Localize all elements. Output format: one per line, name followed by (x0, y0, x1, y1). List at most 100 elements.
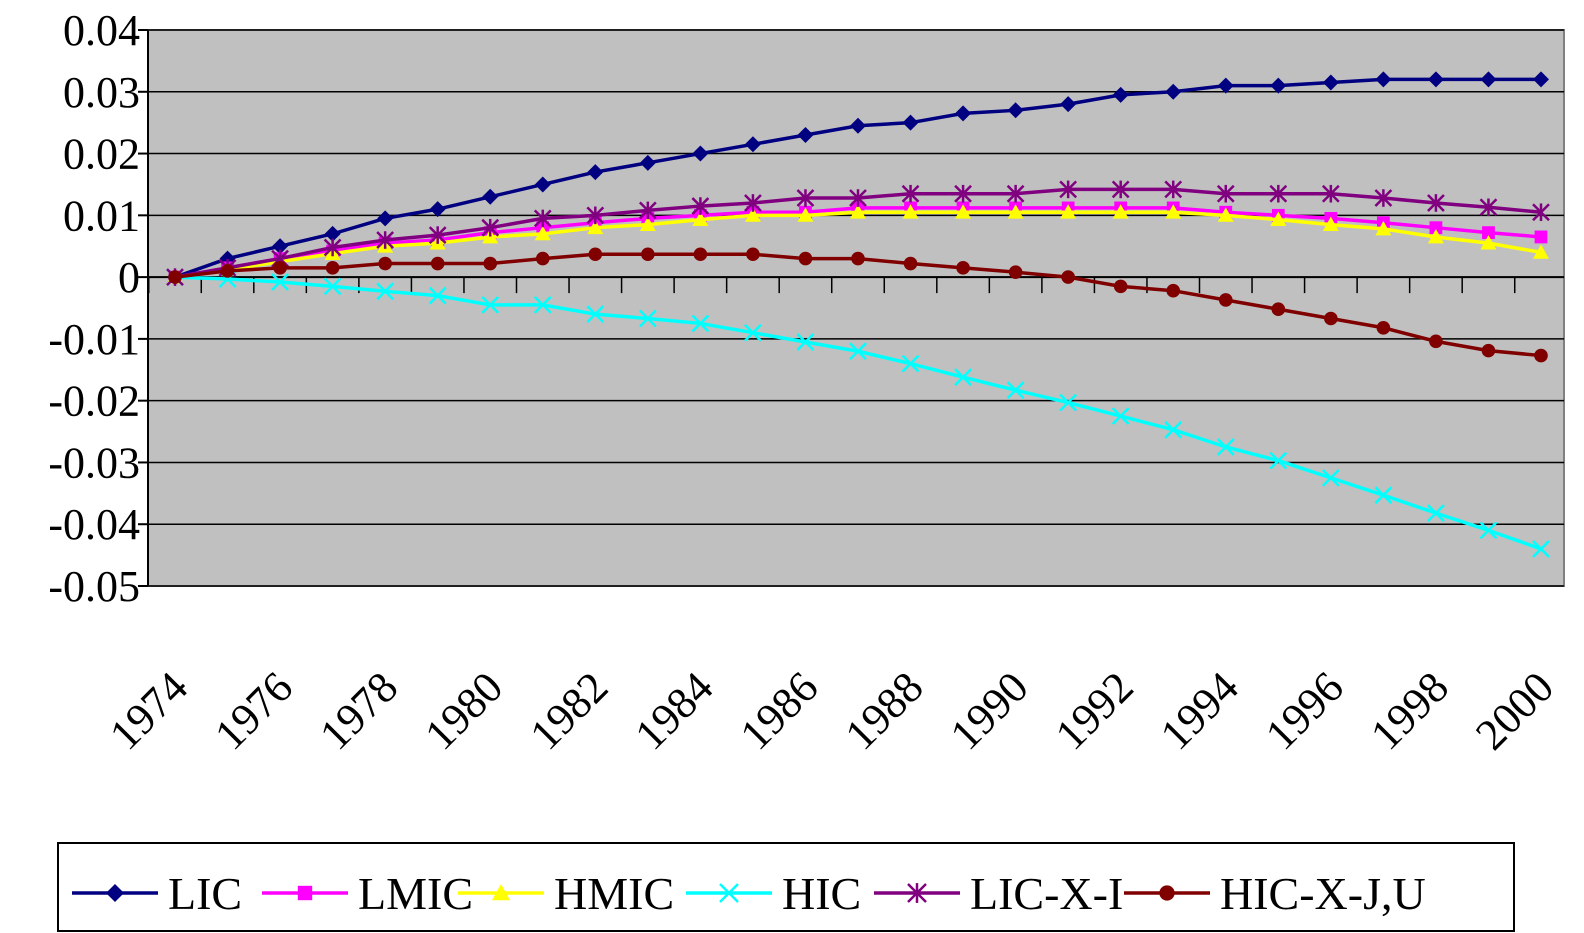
data-point (1427, 194, 1445, 212)
series-hic (166, 268, 1550, 558)
data-point (850, 117, 866, 134)
data-point (1376, 320, 1391, 335)
legend-label: LIC-X-I (970, 868, 1123, 919)
data-point (954, 368, 972, 387)
data-point (220, 264, 235, 278)
y-tick-label: 0.02 (63, 130, 140, 179)
legend: LIC LMIC HMIC HIC LIC-X-I HIC-X-J,U (57, 842, 1515, 932)
data-point (638, 309, 657, 328)
data-point (376, 282, 395, 301)
data-point (851, 251, 865, 266)
legend-label: HIC (782, 868, 861, 919)
data-point (378, 256, 392, 271)
data-point (1216, 184, 1235, 203)
data-point (1164, 180, 1183, 199)
y-axis-ticks: 0.04 0.03 0.02 0.01 0 -0.01 -0.02 -0.03 -0.04 -0.… (48, 6, 148, 611)
legend-entry: HIC (686, 868, 861, 919)
data-point (1321, 469, 1340, 487)
data-point (1322, 216, 1339, 231)
data-point (323, 238, 342, 257)
data-point (1060, 96, 1077, 113)
data-point (1166, 283, 1181, 298)
data-point (586, 206, 605, 225)
plot-area (147, 29, 1565, 587)
data-point (1427, 228, 1444, 244)
data-point (744, 136, 761, 153)
data-point (588, 247, 603, 262)
x-tick-label: 1976 (205, 662, 302, 759)
data-point (746, 247, 760, 262)
data-point (1059, 180, 1078, 199)
data-point (1008, 265, 1023, 279)
data-point (901, 184, 920, 203)
data-point (639, 216, 656, 231)
data-point (587, 219, 604, 235)
data-point (1061, 270, 1075, 284)
data-point (534, 225, 551, 241)
data-point (1006, 381, 1025, 400)
data-point (1269, 451, 1288, 470)
data-point (376, 231, 395, 249)
x-tick-label: 1998 (1361, 662, 1458, 759)
x-tick-label: 1980 (415, 662, 512, 759)
series-layer (166, 71, 1550, 558)
legend-label: LMIC (358, 868, 473, 919)
data-point (955, 105, 972, 122)
y-tick-label: -0.03 (48, 438, 140, 487)
data-point (1481, 343, 1496, 358)
data-point (587, 164, 604, 181)
data-point (168, 270, 182, 284)
data-point (1111, 407, 1130, 425)
data-point (1427, 504, 1445, 522)
data-point (1479, 198, 1498, 217)
y-tick-label: 0.01 (63, 191, 140, 240)
data-point (1374, 189, 1393, 207)
x-tick-label: 1978 (310, 662, 407, 759)
y-tick-label: 0 (118, 253, 140, 302)
data-point (481, 218, 500, 237)
data-point (429, 201, 446, 218)
data-point (428, 226, 447, 244)
x-tick-label: 2000 (1466, 662, 1563, 759)
data-point (534, 176, 551, 193)
data-point (586, 305, 605, 324)
data-point (691, 197, 710, 215)
data-point (907, 883, 927, 903)
axes (147, 30, 1564, 586)
data-point (1533, 71, 1549, 88)
data-point (1165, 83, 1182, 100)
y-tick-label: 0.04 (63, 6, 140, 55)
data-point (377, 210, 394, 227)
y-tick-label: -0.04 (48, 500, 140, 549)
x-tick-label: 1982 (521, 662, 618, 759)
data-point (1059, 393, 1078, 412)
data-point (849, 342, 867, 361)
data-point (850, 204, 866, 219)
data-point (1532, 203, 1550, 222)
data-point (691, 314, 710, 333)
data-point (901, 354, 920, 373)
data-point (902, 204, 919, 219)
data-point (535, 251, 550, 266)
data-point (325, 261, 340, 275)
data-point (902, 114, 919, 131)
data-point (849, 189, 867, 207)
data-point (1480, 71, 1497, 88)
data-point (1217, 77, 1234, 94)
data-point (482, 188, 499, 205)
data-point (1429, 221, 1443, 235)
data-point (1322, 74, 1339, 91)
data-point (693, 247, 708, 262)
data-point (1533, 244, 1549, 259)
data-point (1479, 521, 1498, 540)
data-point (492, 884, 510, 901)
x-tick-label: 1986 (731, 662, 828, 759)
data-point (1324, 311, 1338, 326)
data-point (1165, 204, 1182, 219)
data-point (1532, 540, 1550, 558)
data-point (719, 883, 739, 903)
data-point (1534, 348, 1548, 363)
data-point (1427, 71, 1444, 88)
data-point (106, 884, 124, 902)
